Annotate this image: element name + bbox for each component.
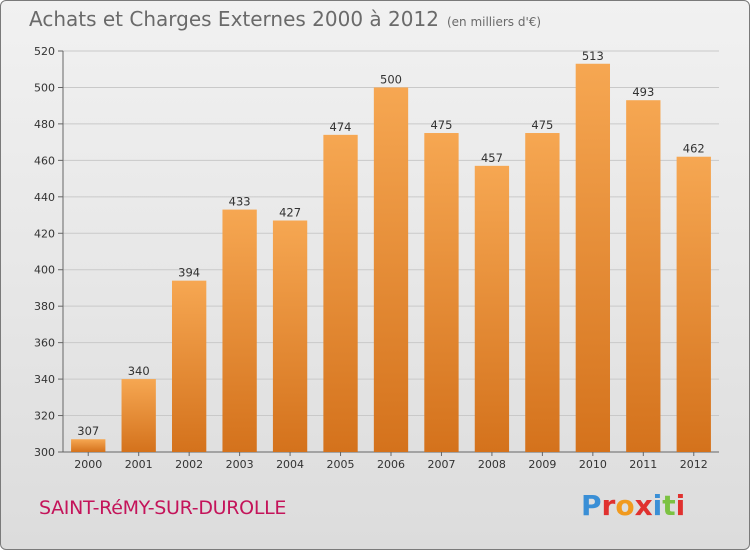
y-tick-label: 480: [34, 118, 55, 131]
y-tick-label: 300: [34, 446, 55, 459]
y-tick-label: 400: [34, 264, 55, 277]
bar-2007: [424, 133, 459, 453]
x-tick-label-2004: 2004: [276, 458, 304, 471]
bar-2001: [121, 379, 156, 452]
logo-letter: o: [615, 489, 635, 522]
x-tick-label-2008: 2008: [478, 458, 506, 471]
x-tick-label-2010: 2010: [579, 458, 607, 471]
logo-letter: i: [675, 489, 686, 522]
labels: 300 320 340 360 380 400 420 440 460 480 500 520 307 2…: [34, 45, 708, 471]
proxiti-logo: Proxiti: [581, 489, 685, 522]
logo-letter: x: [634, 489, 653, 522]
y-tick-label: 440: [34, 191, 55, 204]
bar-2010: [575, 63, 611, 452]
x-tick-label-2012: 2012: [680, 458, 708, 471]
logo-letter: t: [662, 489, 676, 522]
x-tick-label-2009: 2009: [528, 458, 556, 471]
y-tick-label: 520: [34, 45, 55, 58]
bar-2000: [71, 439, 106, 452]
x-tick-label-2003: 2003: [226, 458, 254, 471]
chart-title-text: Achats et Charges Externes 2000 à 2012: [29, 7, 439, 31]
y-tick-label: 340: [34, 373, 55, 386]
bar-2003: [222, 209, 257, 452]
chart-unit: (en milliers d'€): [446, 15, 542, 29]
y-tick-label: 460: [34, 154, 55, 167]
chart-title: Achats et Charges Externes 2000 à 2012 (e…: [29, 7, 541, 31]
bar-2006: [373, 87, 409, 453]
x-tick-label-2005: 2005: [327, 458, 355, 471]
x-tick-label-2006: 2006: [377, 458, 405, 471]
y-tick-label: 380: [34, 300, 55, 313]
logo-letter: P: [581, 489, 602, 522]
bar-2009: [525, 133, 560, 453]
x-tick-label-2007: 2007: [427, 458, 455, 471]
value-label-2007: 475: [430, 118, 452, 132]
logo-letter: r: [601, 489, 616, 522]
value-label-2005: 474: [330, 120, 352, 134]
value-label-2010: 513: [582, 49, 604, 63]
bar-2002: [171, 280, 207, 452]
x-tick-label-2000: 2000: [74, 458, 102, 471]
x-tick-label-2001: 2001: [125, 458, 153, 471]
bars: [71, 63, 711, 453]
y-tick-label: 500: [34, 81, 55, 94]
x-tick-label-2011: 2011: [629, 458, 657, 471]
y-tick-label: 360: [34, 337, 55, 350]
value-label-2000: 307: [77, 424, 99, 438]
bar-2004: [272, 220, 308, 452]
y-tick-label: 420: [34, 227, 55, 240]
bar-2008: [474, 165, 510, 452]
value-label-2004: 427: [279, 206, 301, 220]
town-name: SAINT-RéMY-SUR-DUROLLE: [39, 497, 287, 519]
bar-2012: [676, 156, 711, 452]
bar-2005: [323, 134, 358, 452]
value-label-2011: 493: [632, 85, 654, 99]
value-label-2008: 457: [481, 151, 503, 165]
value-label-2001: 340: [128, 364, 150, 378]
value-label-2003: 433: [229, 195, 251, 209]
bar-2011: [626, 100, 661, 453]
value-label-2012: 462: [683, 142, 705, 156]
logo-letter: i: [652, 489, 663, 522]
x-tick-label-2002: 2002: [175, 458, 203, 471]
value-label-2002: 394: [178, 266, 200, 280]
value-label-2009: 475: [531, 118, 553, 132]
y-tick-label: 320: [34, 410, 55, 423]
value-label-2006: 500: [380, 72, 402, 86]
